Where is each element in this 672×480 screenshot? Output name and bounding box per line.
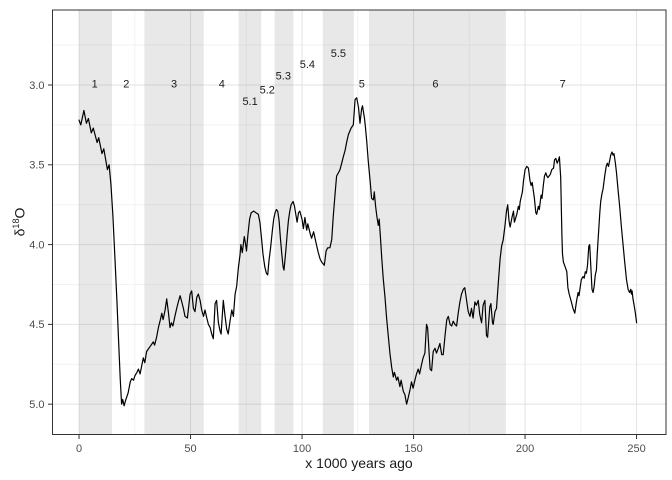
y-axis-title: δ18O [6, 162, 28, 282]
stage-annotations: 1 2 3 4 5.15.25.3 5.4 5.5 5 6 7 [92, 48, 566, 108]
stage-label-7: 7 [560, 78, 566, 90]
panel-border [52, 9, 667, 435]
y-tick-label: 4.5 [29, 319, 44, 331]
x-axis-title: x 1000 years ago [305, 455, 413, 471]
stage-label-5-3: 5.3 [276, 70, 291, 82]
stage-label-3: 3 [171, 78, 177, 90]
x-tick-label: 150 [404, 443, 422, 455]
x-axis-ticks: 0 50 100 150 200 250 [76, 434, 646, 455]
y-axis-title-element: O [11, 207, 28, 219]
y-axis-title-superscript: 18 [11, 218, 21, 229]
y-tick-label: 4.0 [29, 239, 44, 251]
stage-label-4: 4 [219, 78, 225, 90]
stage-label-5-1: 5.1 [242, 96, 257, 108]
stage-shade-band [144, 10, 204, 435]
stage-shade-bands [79, 10, 506, 435]
stage-label-2: 2 [123, 78, 129, 90]
stage-label-5-2: 5.2 [260, 85, 275, 97]
gridlines-major [52, 10, 666, 435]
stage-shade-band [368, 10, 506, 435]
stage-shade-band [79, 10, 113, 435]
stage-shade-band [274, 10, 294, 435]
x-tick-label: 50 [184, 443, 196, 455]
isotope-curve [78, 97, 638, 407]
y-tick-label: 3.5 [29, 160, 44, 172]
plot-panel [52, 10, 666, 435]
stage-shade-band [322, 10, 354, 435]
stage-shade-band [238, 10, 262, 435]
y-axis-title-delta: δ [11, 228, 28, 237]
x-tick-label: 250 [627, 443, 645, 455]
stage-label-6: 6 [432, 78, 438, 90]
stage-label-5-4: 5.4 [300, 59, 315, 71]
y-axis-ticks: 3.0 3.5 4.0 4.5 5.0 [29, 80, 53, 411]
gridlines-minor [52, 10, 666, 435]
x-tick-label: 200 [516, 443, 534, 455]
y-tick-label: 3.0 [29, 80, 44, 92]
stage-label-5: 5 [359, 78, 365, 90]
stage-label-5-5: 5.5 [331, 48, 346, 60]
stage-label-1: 1 [92, 78, 98, 90]
y-tick-label: 5.0 [29, 399, 44, 411]
x-tick-label: 0 [76, 443, 82, 455]
x-tick-label: 100 [293, 443, 311, 455]
